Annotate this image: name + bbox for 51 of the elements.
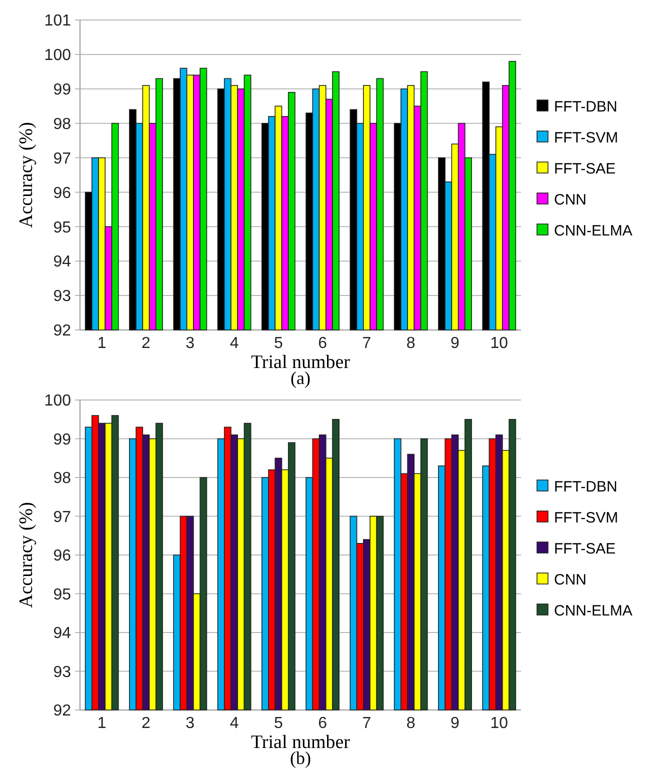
y-tick-label: 100 [44,47,72,64]
x-tick-label: 8 [406,715,416,732]
y-tick-label: 99 [53,431,72,448]
y-axis-title: Accuracy (%) [16,502,37,608]
x-tick-label: 7 [362,715,372,732]
y-axis-title: Accuracy (%) [16,122,37,228]
y-tick-label: 94 [53,625,72,642]
legend-label: CNN-ELMA [554,602,632,620]
x-tick-label: 8 [406,335,416,352]
y-tick-label: 96 [53,184,72,202]
x-tick-label: 9 [450,335,460,352]
y-tick-label: 99 [53,81,72,98]
x-tick-label: 2 [142,335,151,352]
legend-label: CNN [554,571,586,588]
x-tick-label: 6 [318,335,328,352]
y-tick-label: 93 [53,664,72,681]
y-tick-label: 94 [53,254,72,271]
y-tick-label: 98 [53,116,72,133]
legend-label: CNN-ELMA [554,222,632,240]
legend-label: FFT-SAE [554,540,616,558]
y-tick-label: 95 [53,586,72,604]
x-tick-label: 6 [318,715,328,732]
x-tick-label: 5 [274,715,283,732]
y-tick-label: 92 [53,322,72,340]
x-tick-label: 1 [97,335,106,352]
y-tick-label: 96 [53,548,72,565]
legend-label: FFT-SVM [554,509,618,526]
x-tick-label: 4 [230,335,239,352]
y-tick-label: 97 [53,508,72,526]
y-tick-label: 93 [53,288,72,306]
y-tick-label: 101 [44,12,72,30]
legend-label: FFT-SAE [554,160,616,178]
legend-label: FFT-DBN [554,478,618,496]
x-tick-label: 3 [186,335,195,352]
y-tick-label: 98 [53,470,72,488]
y-tick-label: 97 [53,150,72,168]
legend-label: FFT-DBN [554,98,618,116]
x-tick-label: 2 [142,715,151,732]
x-tick-label: 9 [450,715,460,732]
x-tick-label: 7 [362,335,372,352]
x-tick-label: 3 [186,715,195,732]
legend-label: CNN [554,191,586,208]
legend-label: FFT-SVM [554,129,618,146]
y-tick-label: 92 [53,702,72,720]
x-tick-label: 1 [97,715,106,732]
x-tick-label: 5 [274,335,283,352]
x-tick-label: 10 [490,715,508,732]
y-tick-label: 100 [44,392,72,410]
x-tick-label: 4 [230,715,239,732]
x-tick-label: 10 [490,335,508,352]
y-tick-label: 95 [53,219,72,236]
